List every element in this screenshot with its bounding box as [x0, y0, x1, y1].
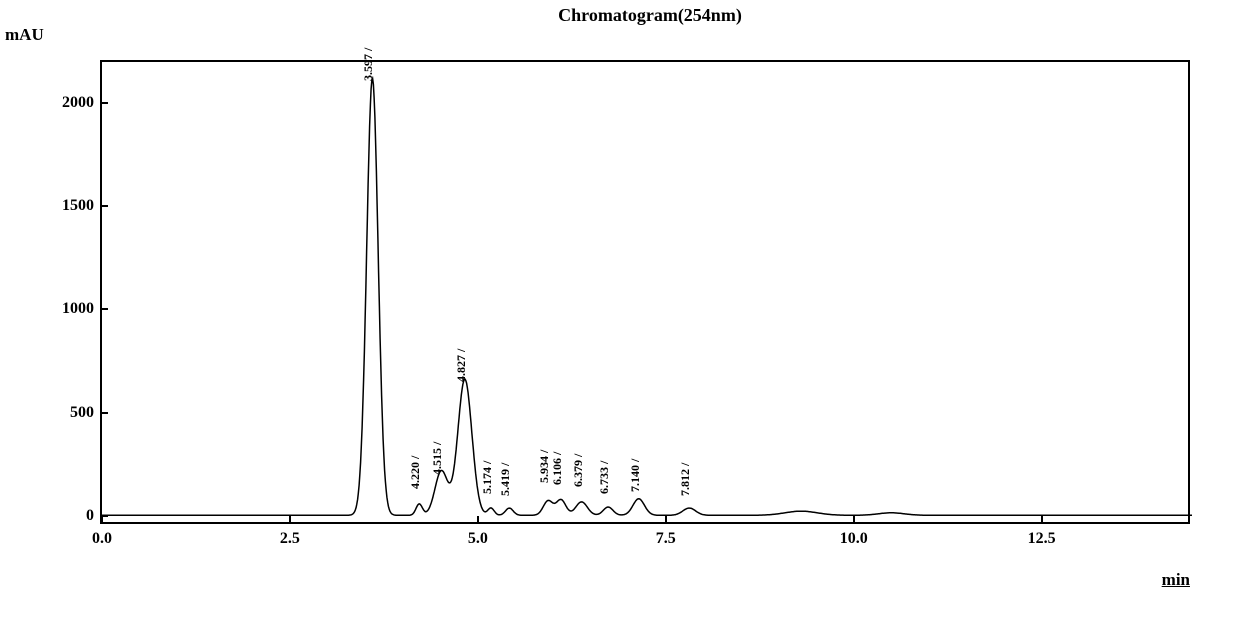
peak-label: 6.379 /: [571, 454, 586, 487]
ytick-label: 2000: [62, 94, 94, 112]
peak-label: 5.419 /: [498, 462, 513, 495]
ytick-label: 500: [70, 404, 94, 422]
xtick-label: 10.0: [840, 530, 868, 548]
ytick-mark: [102, 412, 108, 414]
peak-label: 5.174 /: [480, 460, 495, 493]
peak-label: 7.140 /: [628, 458, 643, 491]
ytick-mark: [102, 205, 108, 207]
ytick-mark: [102, 102, 108, 104]
xtick-label: 5.0: [468, 530, 488, 548]
peak-label: 4.220 /: [408, 456, 423, 489]
xtick-mark: [665, 516, 667, 522]
chromatogram-chart: Chromatogram(254nm) mAU 0500100015002000…: [50, 5, 1200, 585]
peak-label: 3.597 /: [361, 48, 376, 81]
chromatogram-trace: [102, 62, 1192, 526]
xtick-mark: [101, 516, 103, 522]
y-axis-label: mAU: [5, 25, 44, 45]
peak-label: 6.106 /: [550, 452, 565, 485]
peak-label: 7.812 /: [678, 462, 693, 495]
xtick-mark: [853, 516, 855, 522]
xtick-label: 12.5: [1028, 530, 1056, 548]
x-axis-label: min: [1162, 570, 1190, 590]
xtick-mark: [477, 516, 479, 522]
peak-label: 4.827 /: [454, 349, 469, 382]
xtick-label: 2.5: [280, 530, 300, 548]
peak-label: 6.733 /: [597, 460, 612, 493]
xtick-mark: [1041, 516, 1043, 522]
peak-label: 4.515 /: [430, 442, 445, 475]
ytick-label: 1000: [62, 300, 94, 318]
ytick-mark: [102, 308, 108, 310]
ytick-label: 1500: [62, 197, 94, 215]
xtick-label: 7.5: [656, 530, 676, 548]
chart-title: Chromatogram(254nm): [100, 5, 1200, 26]
plot-area: 05001000150020000.02.55.07.510.012.53.59…: [100, 60, 1190, 524]
xtick-mark: [289, 516, 291, 522]
ytick-label: 0: [86, 507, 94, 525]
xtick-label: 0.0: [92, 530, 112, 548]
